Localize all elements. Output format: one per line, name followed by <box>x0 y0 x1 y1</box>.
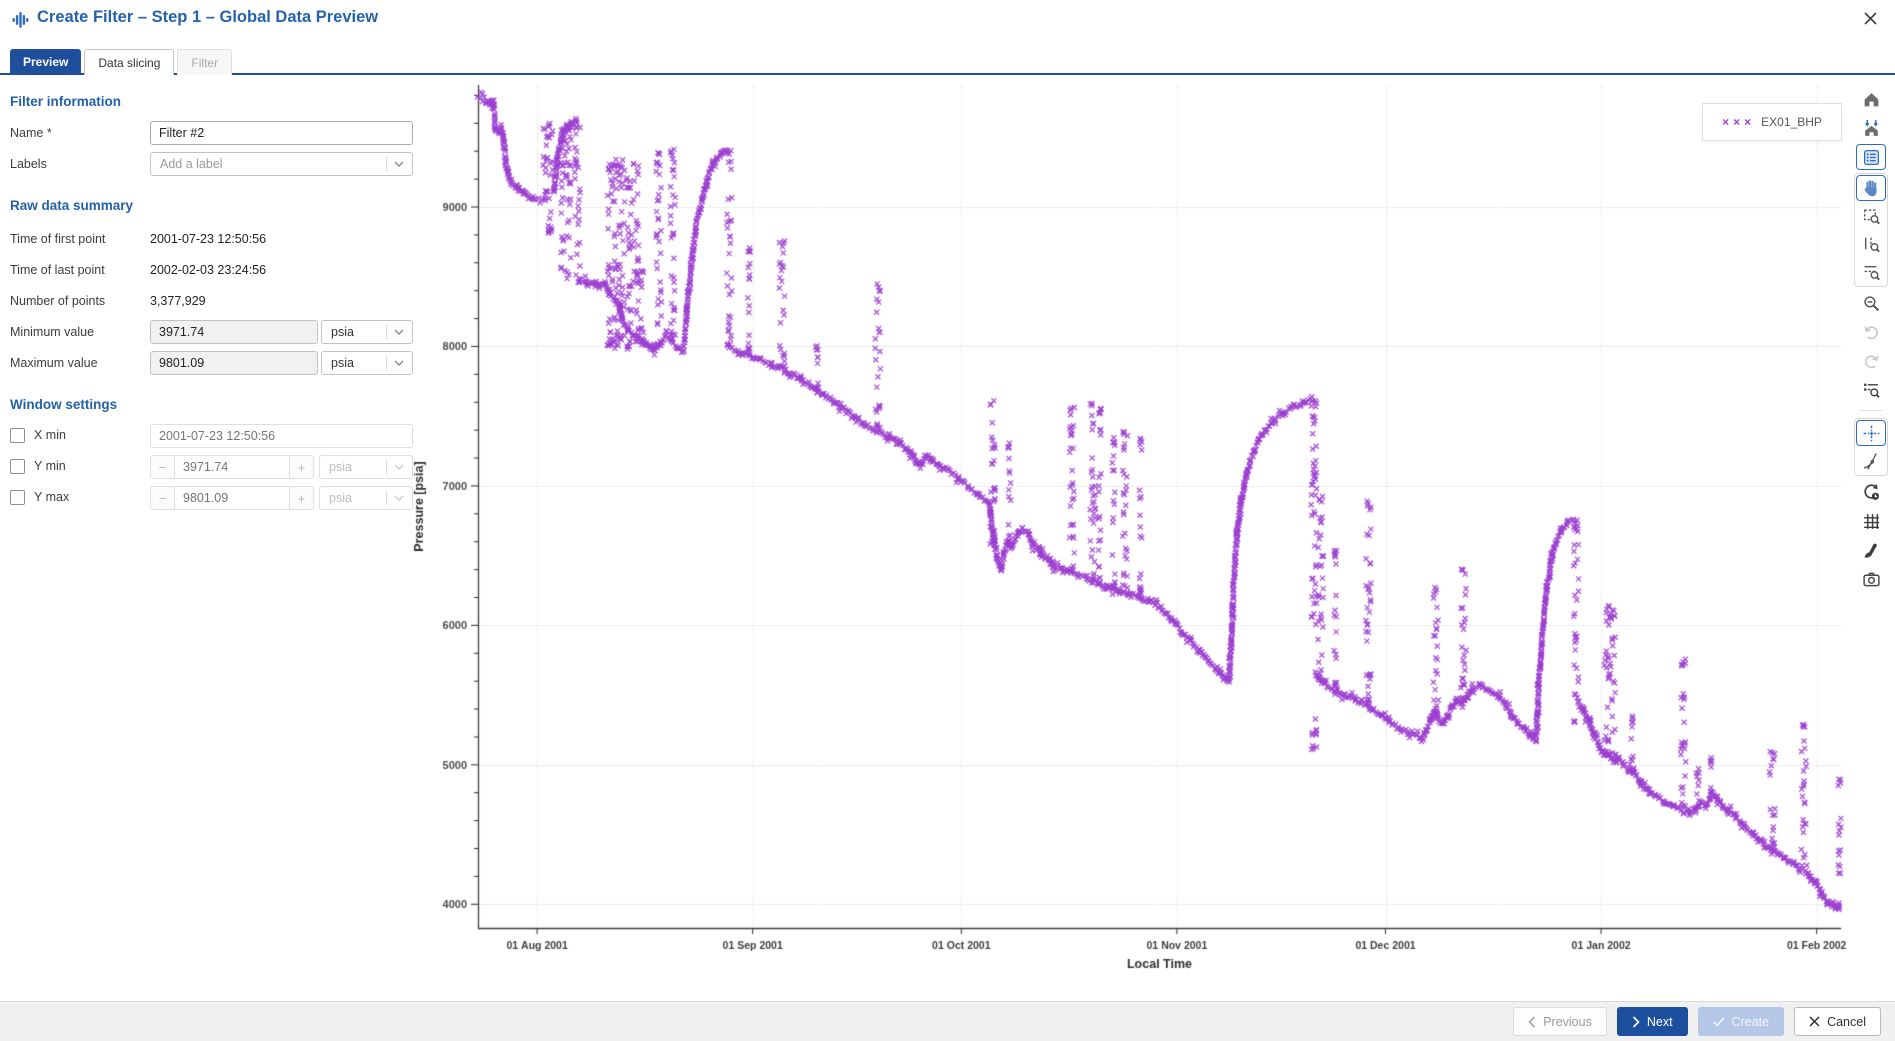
chart-toolbar <box>1853 86 1889 592</box>
grid-icon[interactable] <box>1856 508 1886 534</box>
labels-placeholder: Add a label <box>160 157 223 171</box>
pressure-chart[interactable]: × × × EX01_BHP <box>330 77 1875 977</box>
camera-icon[interactable] <box>1856 566 1886 592</box>
summary-row: Time of first point 2001-07-23 12:50:56 <box>10 227 266 251</box>
chevron-right-icon <box>1632 1015 1640 1028</box>
y-min-input <box>174 455 290 479</box>
series-marker-icon: × <box>1744 115 1752 129</box>
undo-icon <box>1856 319 1886 345</box>
legend-series-label: EX01_BHP <box>1761 115 1822 129</box>
y-max-decrement-button: − <box>150 486 175 510</box>
previous-button: Previous <box>1513 1007 1607 1036</box>
maximum-value-row: Maximum value <box>10 351 150 375</box>
first-point-label: Time of first point <box>10 232 106 246</box>
home-reset-axes-icon[interactable] <box>1856 115 1886 141</box>
pan-icon[interactable] <box>1856 175 1886 201</box>
num-points-label: Number of points <box>10 294 106 308</box>
tangent-icon[interactable] <box>1856 448 1886 474</box>
name-row: Name * <box>10 121 150 145</box>
y-min-increment-button: + <box>289 455 314 479</box>
wizard-footer: Previous Next Create Cancel <box>0 1001 1895 1041</box>
filter-information-heading: Filter information <box>10 94 121 109</box>
tab-data-slicing[interactable]: Data slicing <box>84 49 175 75</box>
minimum-value-label: Minimum value <box>10 325 95 339</box>
labels-row: Labels <box>10 152 150 176</box>
home-icon[interactable] <box>1856 86 1886 112</box>
summary-row: Time of last point 2002-02-03 23:24:56 <box>10 258 266 282</box>
x-min-checkbox[interactable] <box>10 428 25 443</box>
check-icon <box>1712 1016 1725 1027</box>
minimum-value-row: Minimum value <box>10 320 150 344</box>
tab-preview[interactable]: Preview <box>10 49 82 75</box>
series-marker-icon: × <box>1722 115 1730 129</box>
y-min-label: Y min <box>34 459 66 473</box>
y-max-row: Y max <box>0 486 430 510</box>
last-point-label: Time of last point <box>10 263 105 277</box>
minimum-value-input[interactable] <box>150 320 318 344</box>
zoom-x-icon[interactable] <box>1856 259 1886 285</box>
window-settings-heading: Window settings <box>10 397 118 412</box>
y-min-checkbox[interactable] <box>10 459 25 474</box>
num-points-value: 3,377,929 <box>150 294 206 308</box>
brush-icon[interactable] <box>1856 537 1886 563</box>
y-min-decrement-button: − <box>150 455 175 479</box>
zoom-out-icon[interactable] <box>1856 290 1886 316</box>
labels-label: Labels <box>10 157 47 171</box>
redo-icon <box>1856 348 1886 374</box>
filter-settings-panel: Filter information Name * Labels Add a l… <box>0 77 430 1001</box>
maximum-value-label: Maximum value <box>10 356 98 370</box>
y-min-row: Y min <box>0 455 430 479</box>
waveform-icon <box>12 11 30 29</box>
legend-toggle-icon[interactable] <box>1856 144 1886 170</box>
y-max-checkbox[interactable] <box>10 490 25 505</box>
box-zoom-icon[interactable] <box>1856 203 1886 229</box>
x-icon <box>1809 1016 1820 1027</box>
dialog-header: Create Filter – Step 1 – Global Data Pre… <box>0 0 1895 50</box>
tab-filter: Filter <box>177 49 233 75</box>
first-point-value: 2001-07-23 12:50:56 <box>150 232 267 246</box>
dialog-title: Create Filter – Step 1 – Global Data Pre… <box>37 8 379 26</box>
history-icon[interactable] <box>1856 479 1886 505</box>
zoom-to-data-icon[interactable] <box>1856 377 1886 403</box>
next-button[interactable]: Next <box>1616 1007 1688 1036</box>
legend[interactable]: × × × EX01_BHP <box>1702 103 1842 141</box>
raw-data-summary-heading: Raw data summary <box>10 198 134 213</box>
y-max-increment-button: + <box>289 486 314 510</box>
zoom-tool-group <box>1854 173 1888 287</box>
toolbar-separator <box>1859 410 1883 411</box>
y-max-label: Y max <box>34 490 70 504</box>
close-icon[interactable] <box>1859 9 1881 31</box>
chevron-left-icon <box>1528 1015 1536 1028</box>
summary-row: Number of points 3,377,929 <box>10 289 206 313</box>
scatter-plot-canvas[interactable] <box>330 77 1875 977</box>
zoom-y-icon[interactable] <box>1856 231 1886 257</box>
inspect-tool-group <box>1854 418 1888 476</box>
last-point-value: 2002-02-03 23:24:56 <box>150 263 267 277</box>
tab-bar: Preview Data slicing Filter <box>0 49 1895 75</box>
name-label: Name * <box>10 126 52 140</box>
maximum-value-input[interactable] <box>150 351 318 375</box>
x-min-row: X min <box>0 424 430 448</box>
series-marker-icon: × <box>1733 115 1741 129</box>
y-max-input <box>174 486 290 510</box>
cancel-button[interactable]: Cancel <box>1794 1007 1881 1036</box>
create-button: Create <box>1697 1007 1785 1036</box>
x-min-label: X min <box>34 428 66 442</box>
crosshair-icon[interactable] <box>1856 420 1886 446</box>
